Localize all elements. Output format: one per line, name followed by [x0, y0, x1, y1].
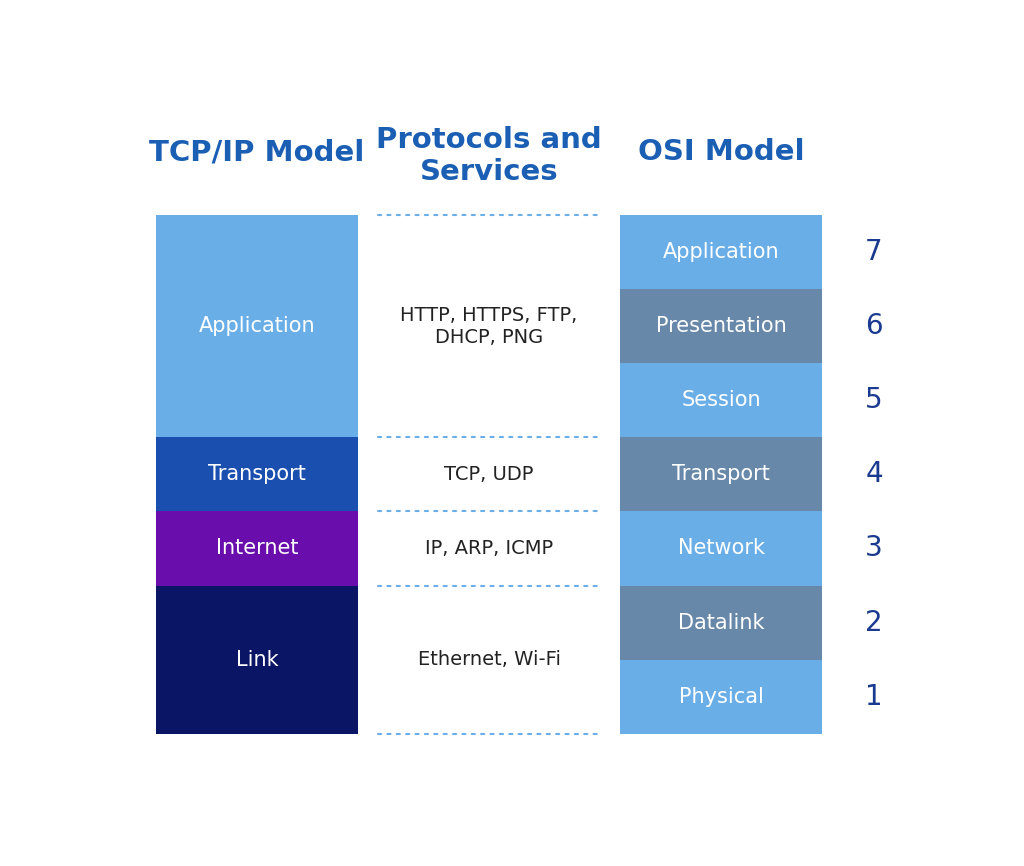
- Bar: [621, 363, 822, 437]
- Text: Network: Network: [678, 539, 765, 559]
- Bar: [156, 215, 358, 437]
- Text: TCP, UDP: TCP, UDP: [444, 465, 534, 484]
- Text: TCP/IP Model: TCP/IP Model: [150, 138, 365, 166]
- Bar: [621, 437, 822, 512]
- Text: 5: 5: [865, 386, 883, 414]
- Text: Application: Application: [199, 316, 315, 336]
- Text: Datalink: Datalink: [678, 612, 765, 632]
- Text: OSI Model: OSI Model: [638, 138, 805, 166]
- Text: 7: 7: [865, 238, 883, 266]
- Text: Application: Application: [663, 242, 779, 262]
- Text: Physical: Physical: [679, 687, 764, 707]
- Text: HTTP, HTTPS, FTP,
DHCP, PNG: HTTP, HTTPS, FTP, DHCP, PNG: [400, 306, 578, 346]
- Bar: [621, 585, 822, 660]
- Text: Ethernet, Wi-Fi: Ethernet, Wi-Fi: [418, 650, 560, 669]
- Text: 1: 1: [865, 682, 883, 711]
- Text: 4: 4: [865, 461, 883, 488]
- Bar: [156, 585, 358, 734]
- Bar: [621, 215, 822, 289]
- Text: Presentation: Presentation: [655, 316, 786, 336]
- Text: Protocols and
Services: Protocols and Services: [376, 126, 602, 186]
- Bar: [156, 512, 358, 585]
- Text: IP, ARP, ICMP: IP, ARP, ICMP: [425, 539, 553, 558]
- Text: Internet: Internet: [216, 539, 298, 559]
- Text: Transport: Transport: [673, 464, 770, 484]
- Text: Link: Link: [236, 650, 279, 669]
- Bar: [621, 289, 822, 363]
- Text: 6: 6: [865, 313, 883, 340]
- Text: 3: 3: [865, 534, 883, 562]
- Bar: [621, 512, 822, 585]
- Text: Session: Session: [681, 391, 761, 410]
- Bar: [621, 660, 822, 734]
- Text: 2: 2: [865, 609, 883, 637]
- Bar: [156, 437, 358, 512]
- Text: Transport: Transport: [208, 464, 306, 484]
